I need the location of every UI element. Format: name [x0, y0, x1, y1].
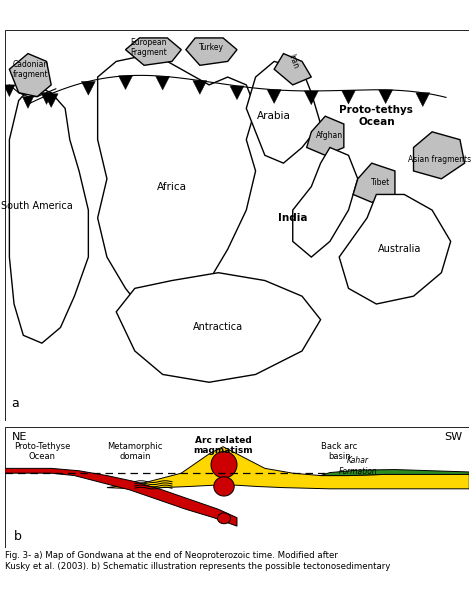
Polygon shape: [118, 76, 132, 90]
Polygon shape: [339, 194, 451, 304]
Text: Iran: Iran: [286, 53, 300, 70]
Polygon shape: [41, 93, 52, 105]
Polygon shape: [116, 273, 320, 382]
Text: Fig. 3- a) Map of Gondwana at the end of Neoproterozoic time. Modified after
Kus: Fig. 3- a) Map of Gondwana at the end of…: [5, 550, 390, 571]
Polygon shape: [186, 38, 237, 66]
Text: a: a: [12, 397, 19, 409]
Polygon shape: [5, 468, 237, 526]
Text: Asian fragments: Asian fragments: [408, 155, 471, 164]
Polygon shape: [246, 61, 320, 163]
Polygon shape: [211, 452, 237, 478]
Polygon shape: [155, 76, 170, 90]
Polygon shape: [98, 54, 255, 320]
Text: Tibet: Tibet: [371, 178, 391, 187]
Text: Turkey: Turkey: [199, 43, 224, 52]
Polygon shape: [218, 513, 230, 524]
Text: India: India: [278, 213, 308, 223]
Text: b: b: [14, 530, 22, 543]
Polygon shape: [214, 477, 234, 496]
Polygon shape: [307, 116, 344, 155]
Polygon shape: [9, 54, 51, 96]
Text: NE: NE: [12, 432, 27, 442]
Polygon shape: [44, 94, 58, 107]
Text: Proto-Tethyse
Ocean: Proto-Tethyse Ocean: [14, 442, 70, 461]
Text: Africa: Africa: [157, 182, 187, 191]
Polygon shape: [353, 163, 395, 202]
Text: Arc related
magmatism: Arc related magmatism: [193, 436, 253, 455]
Polygon shape: [107, 447, 469, 489]
Polygon shape: [341, 90, 356, 104]
Text: Arabia: Arabia: [257, 111, 291, 121]
Text: SW: SW: [444, 432, 462, 442]
Polygon shape: [230, 86, 244, 100]
Polygon shape: [193, 81, 207, 95]
Text: Cadonian
fragment: Cadonian fragment: [12, 60, 48, 79]
Polygon shape: [82, 81, 95, 95]
Text: Metamorphic
domain: Metamorphic domain: [107, 442, 163, 461]
Text: Antractica: Antractica: [193, 323, 244, 332]
Text: Back arc
basin: Back arc basin: [321, 442, 357, 461]
Polygon shape: [22, 96, 34, 108]
Text: Afghan: Afghan: [316, 131, 344, 140]
Polygon shape: [274, 54, 311, 85]
Polygon shape: [320, 470, 469, 476]
Polygon shape: [4, 85, 15, 97]
Text: Kahar
Formation: Kahar Formation: [338, 456, 377, 476]
Polygon shape: [413, 132, 465, 179]
Polygon shape: [126, 38, 181, 66]
Text: European
Fragment: European Fragment: [130, 38, 167, 57]
Text: South America: South America: [1, 201, 73, 211]
Polygon shape: [304, 91, 319, 105]
Text: Australia: Australia: [378, 244, 421, 254]
Text: Proto-tethys
Ocean: Proto-tethys Ocean: [339, 105, 413, 128]
Polygon shape: [379, 90, 392, 104]
Polygon shape: [416, 93, 430, 107]
Polygon shape: [267, 90, 281, 104]
Polygon shape: [9, 85, 88, 343]
Polygon shape: [293, 147, 358, 257]
